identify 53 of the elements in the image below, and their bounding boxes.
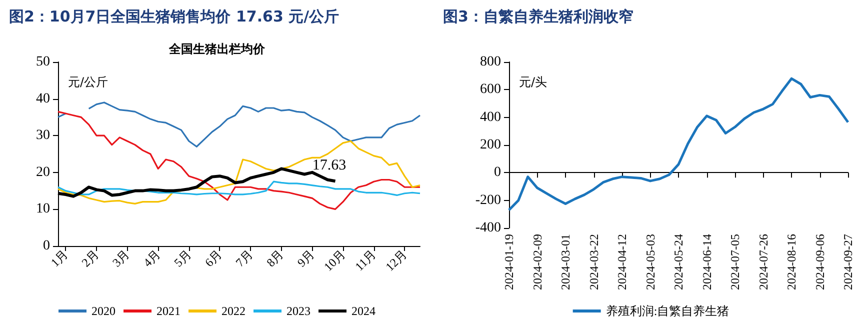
legend-label: 2020 — [92, 304, 116, 318]
x-tick-label: 2月 — [78, 247, 102, 270]
x-tick-label: 8月 — [264, 247, 286, 270]
line-series — [57, 110, 421, 210]
x-tick-label: 2024-06-14 — [700, 234, 714, 290]
x-tick-label: 2024-03-22 — [586, 234, 601, 290]
chart-title: 图3：自繁自养生猪利润收窄 — [443, 8, 634, 26]
y-tick-label: 0 — [43, 238, 50, 254]
y-tick-label: -200 — [475, 192, 501, 208]
x-tick-label: 2024-04-12 — [615, 234, 629, 290]
legend-label: 2024 — [352, 304, 376, 318]
x-tick-label: 7月 — [232, 247, 256, 270]
x-tick-label: 6月 — [202, 247, 225, 270]
x-tick-label: 2024-05-24 — [672, 234, 686, 290]
y-tick-label: 20 — [36, 164, 50, 180]
legend-label: 养殖利润:自繁自养生猪 — [606, 304, 730, 318]
x-tick-label: 3月 — [110, 247, 132, 270]
x-tick-label: 2024-01-19 — [502, 234, 516, 290]
y-tick-label: 40 — [36, 91, 50, 106]
line-series — [57, 180, 421, 196]
line-series — [508, 77, 850, 212]
x-tick-label: 12月 — [382, 247, 410, 274]
legend-label: 2023 — [286, 304, 310, 318]
y-tick-label: 800 — [480, 54, 501, 70]
y-tick-label: 10 — [36, 202, 50, 217]
y-tick-label: 0 — [494, 165, 501, 180]
x-tick-label: 11月 — [352, 247, 379, 274]
y-tick-label: 50 — [36, 54, 50, 70]
x-tick-label: 4月 — [140, 247, 164, 270]
x-tick-label: 9月 — [294, 247, 318, 270]
chart-subtitle: 全国生猪出栏均价 — [168, 42, 266, 56]
x-tick-label: 2024-09-27 — [841, 234, 855, 290]
data-label: 17.63 — [312, 158, 346, 174]
x-tick-label: 2024-07-05 — [728, 234, 742, 290]
x-tick-label: 2024-02-09 — [530, 234, 544, 290]
x-tick-label: 2024-09-06 — [812, 234, 827, 290]
x-tick-label: 10月 — [321, 247, 348, 274]
y-tick-label: 30 — [36, 128, 50, 144]
x-tick-label: 2024-05-03 — [643, 234, 658, 290]
x-tick-label: 2024-07-26 — [756, 234, 770, 290]
y-tick-label: -400 — [475, 220, 501, 236]
y-tick-label: 600 — [480, 82, 501, 98]
x-tick-label: 2024-03-01 — [558, 234, 572, 290]
legend-label: 2022 — [222, 304, 246, 318]
x-tick-label: 1月 — [48, 247, 71, 270]
y-tick-label: 200 — [480, 138, 501, 152]
x-tick-label: 2024-08-16 — [784, 234, 798, 290]
y-axis-title: 元/头 — [519, 75, 548, 89]
x-tick-label: 5月 — [171, 247, 194, 270]
chart-title: 图2：10月7日全国生猪销售均价 17.63 元/公斤 — [9, 8, 340, 26]
y-tick-label: 400 — [480, 110, 501, 125]
legend-label: 2021 — [156, 304, 180, 318]
y-axis-title: 元/公斤 — [68, 75, 108, 89]
